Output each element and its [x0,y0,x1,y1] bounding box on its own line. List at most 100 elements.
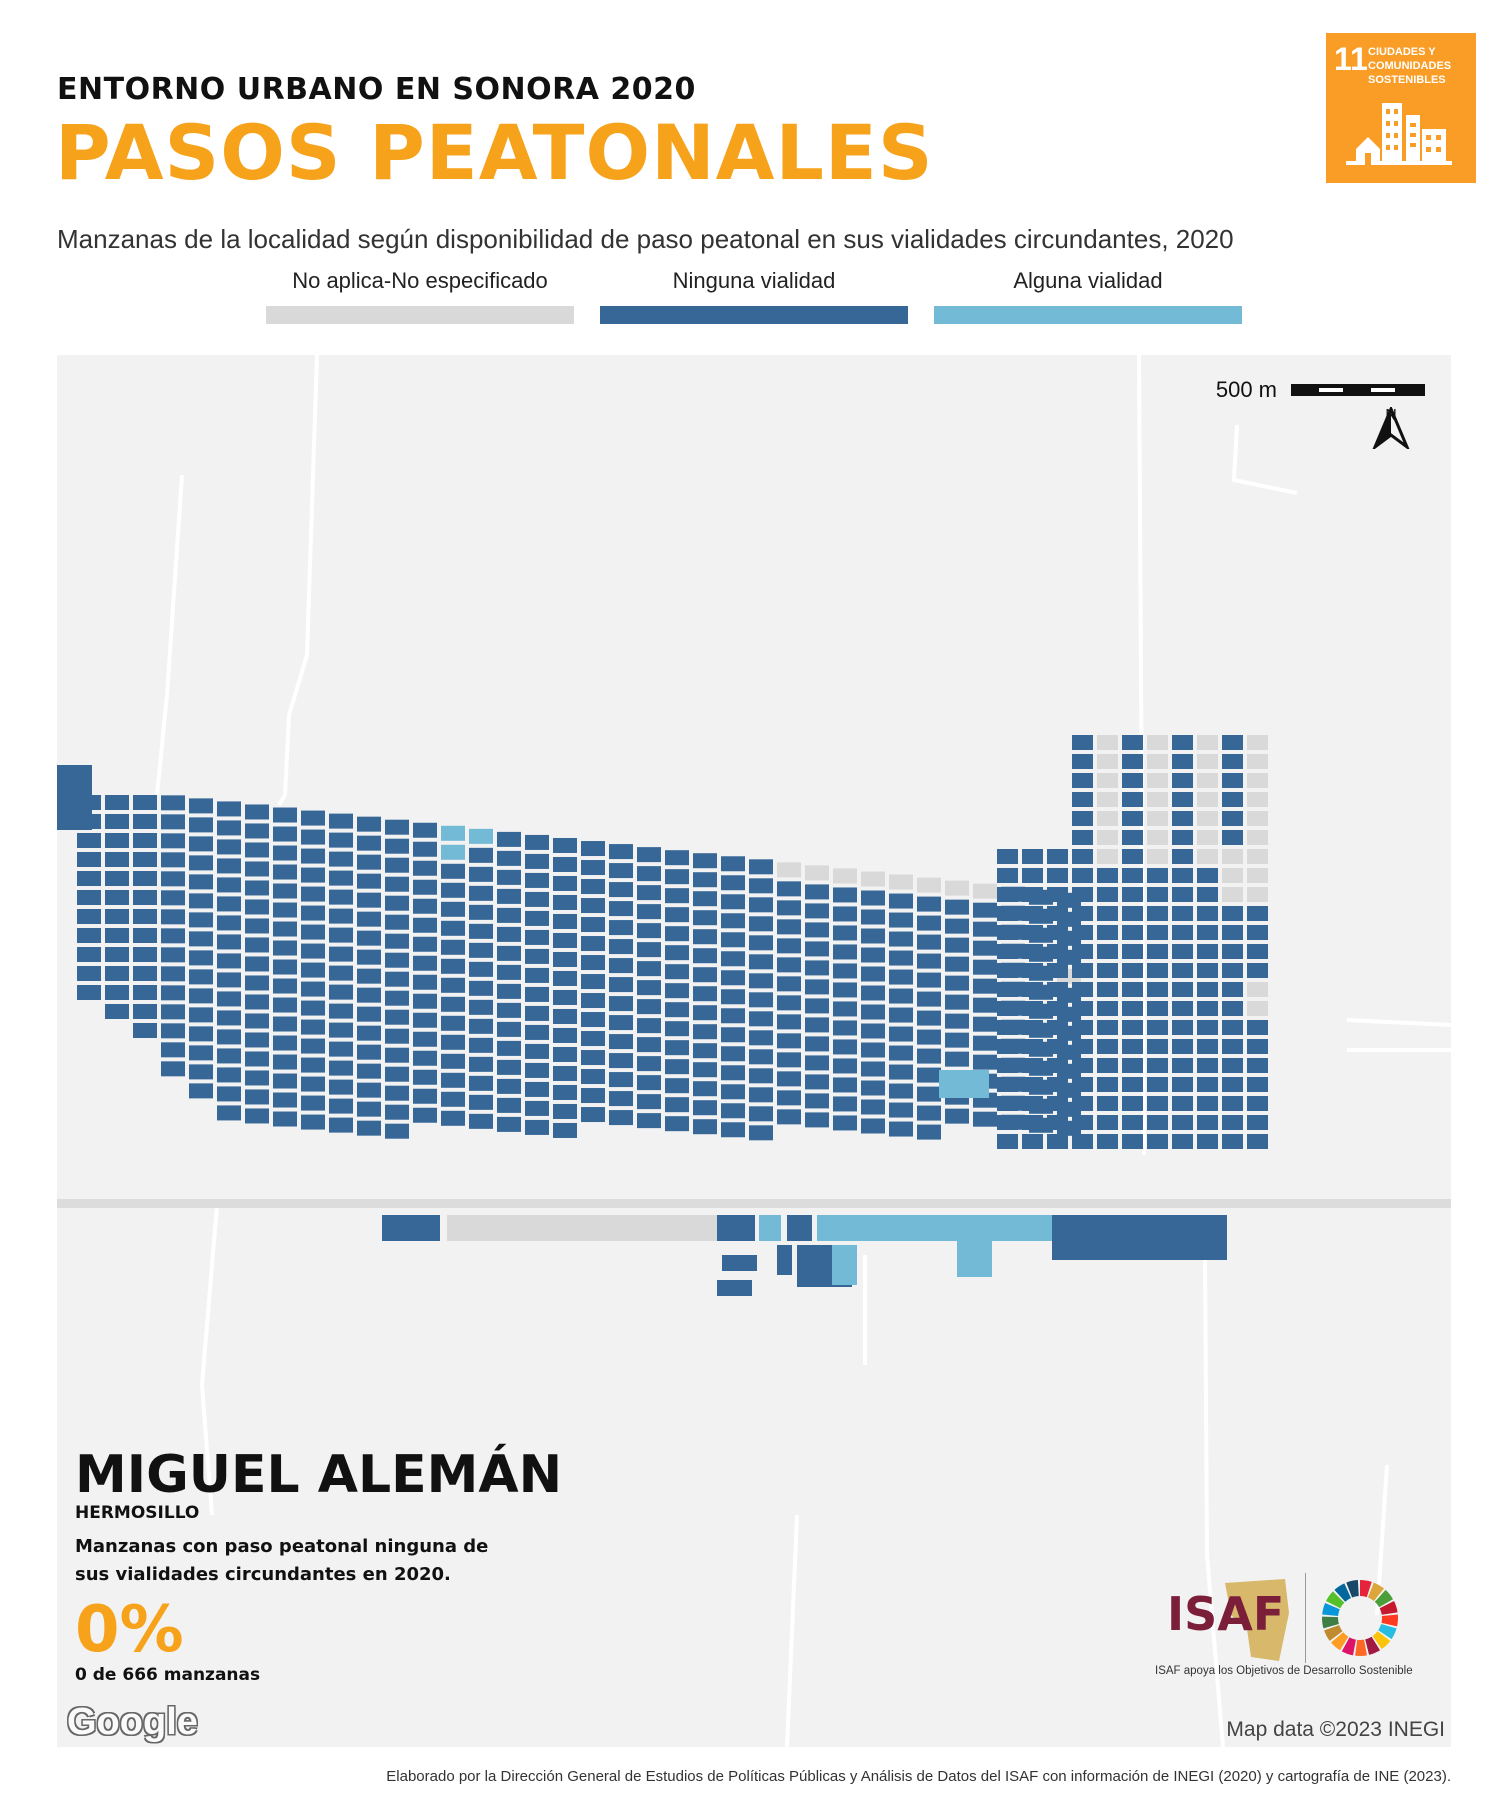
city-block [245,1108,269,1124]
map-svg[interactable] [57,355,1451,1747]
city-block [665,964,689,980]
city-block [553,1122,577,1138]
city-block [637,961,661,977]
scale-bar: 500 m [1216,377,1425,403]
city-block [945,1013,969,1029]
city-block [385,971,409,987]
city-block [1197,963,1218,978]
city-block [329,832,353,848]
city-block [1147,925,1168,940]
city-block [77,909,101,924]
sdg-wheel-segment [1372,1631,1391,1650]
sdg-wheel-segment [1378,1624,1397,1640]
city-block [1147,963,1168,978]
city-block [917,1067,941,1083]
city-block [553,951,577,967]
city-block [1247,1115,1268,1130]
city-block [861,1080,885,1096]
city-block [497,1059,521,1075]
city-block [1147,1020,1168,1035]
city-block [693,1119,717,1135]
city-block [161,871,185,887]
city-block [1122,868,1143,883]
city-block [997,906,1018,921]
city-block [945,975,969,991]
city-block [1122,811,1143,826]
city-block [525,1100,549,1116]
city-block [1022,1115,1043,1130]
city-block [329,908,353,924]
city-block [889,988,913,1004]
city-block [413,841,437,857]
city-block [441,901,465,917]
city-block [609,1034,633,1050]
city-block [749,916,773,932]
city-block [217,801,241,817]
city-block [1072,982,1093,997]
city-block [105,928,129,943]
city-block [161,833,185,849]
city-block [749,1087,773,1103]
city-block [997,982,1018,997]
legend-item-ninguna: Ninguna vialidad [600,268,908,324]
city-block [1072,887,1093,902]
city-block [301,1019,325,1035]
city-block [1197,944,1218,959]
city-block [665,1116,689,1132]
city-block [553,1084,577,1100]
city-block [1022,1058,1043,1073]
city-block [1197,1134,1218,1149]
city-block [777,1245,792,1275]
city-block [889,1064,913,1080]
city-block [833,1058,857,1074]
city-block [1147,1115,1168,1130]
city-block [301,905,325,921]
city-block [245,823,269,839]
city-block [525,834,549,850]
city-block [833,887,857,903]
city-block [777,957,801,973]
city-block [469,1075,493,1091]
city-block [1097,811,1118,826]
city-block [609,939,633,955]
city-block [609,1015,633,1031]
city-block [553,1103,577,1119]
city-block [497,869,521,885]
locality-description: Manzanas con paso peatonal ninguna de su… [75,1536,489,1585]
city-block [413,1012,437,1028]
city-block [1172,906,1193,921]
city-block [889,1083,913,1099]
city-block [609,901,633,917]
city-block [581,955,605,971]
city-block [917,1029,941,1045]
city-block [917,1086,941,1102]
city-block [637,904,661,920]
city-block [1047,1115,1068,1130]
city-block [1022,963,1043,978]
city-block [217,972,241,988]
city-block [861,871,885,887]
city-block [1072,830,1093,845]
city-block [105,890,129,905]
city-block [441,1072,465,1088]
city-block [749,973,773,989]
locality-name: MIGUEL ALEMÁN [75,1445,563,1505]
city-block [1072,811,1093,826]
city-block [245,804,269,820]
city-block [217,1086,241,1102]
city-block [1247,1134,1268,1149]
city-block [77,833,101,848]
city-block [105,985,129,1000]
city-block [245,842,269,858]
city-block [721,970,745,986]
city-block [1052,1215,1227,1260]
city-block [1222,982,1243,997]
city-block [77,890,101,905]
city-block [525,1119,549,1135]
city-block [945,880,969,896]
map-canvas[interactable]: 500 m N MIGUEL ALEMÁN HERMOSILLO Manzana… [57,355,1451,1747]
city-block [497,850,521,866]
city-block [1072,735,1093,750]
city-block [273,1016,297,1032]
city-block [665,1002,689,1018]
